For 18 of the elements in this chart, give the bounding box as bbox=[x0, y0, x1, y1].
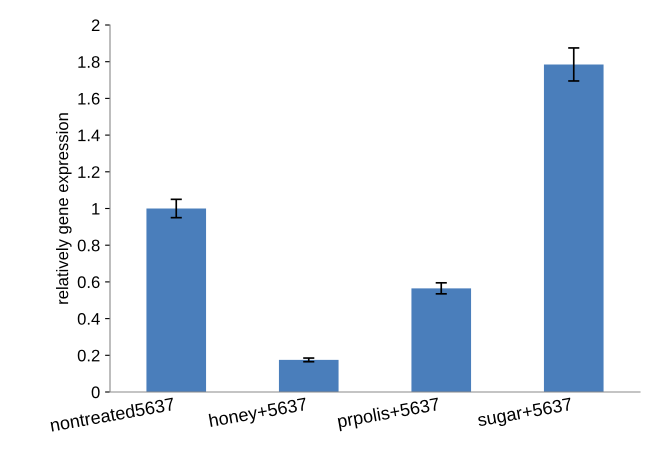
bar bbox=[146, 208, 206, 392]
y-tick-label: 2 bbox=[92, 19, 100, 32]
x-tick-label: honey+5637 bbox=[208, 397, 308, 431]
y-tick-label: 0 bbox=[92, 386, 100, 398]
y-tick-label: 1 bbox=[92, 203, 100, 215]
y-tick-label: 0.2 bbox=[78, 350, 100, 362]
bar bbox=[411, 288, 472, 392]
bar bbox=[544, 64, 604, 392]
y-tick-label: 1.2 bbox=[78, 166, 100, 178]
y-tick-label: 1.6 bbox=[78, 92, 100, 105]
y-tick-label: 0.4 bbox=[78, 313, 100, 325]
x-tick-label: sugar+5637 bbox=[476, 397, 573, 430]
y-tick-label: 1.4 bbox=[78, 130, 100, 142]
y-tick-label: 0.8 bbox=[78, 240, 100, 252]
bar bbox=[278, 360, 339, 392]
y-tick-label: 1.8 bbox=[78, 56, 100, 68]
y-axis-title: relatively gene expression bbox=[56, 113, 72, 304]
y-tick-label: 0.6 bbox=[78, 276, 100, 288]
